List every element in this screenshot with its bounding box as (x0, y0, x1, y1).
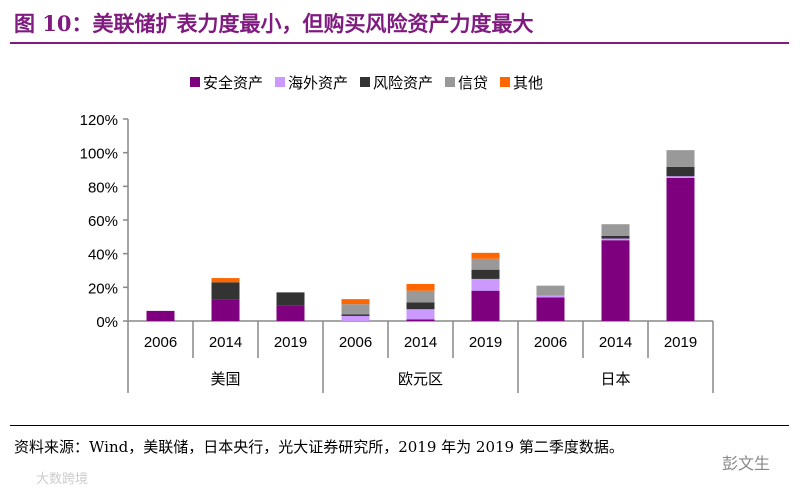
bar-segment (406, 302, 435, 310)
bar-segment (536, 285, 565, 296)
legend-swatch (360, 77, 370, 87)
watermark: 大数跨境 (36, 472, 89, 487)
bar-segment (536, 297, 565, 321)
stacked-bar-chart: 0% 20% 40% 60% 80% 100% 120% 2006 2014 2019 美国 2006… (80, 74, 714, 393)
category-label: 2014 (209, 334, 242, 351)
bar-segment (666, 166, 695, 177)
bar-segment (601, 235, 630, 239)
bar-segment (406, 290, 435, 303)
figure-title: 图 10：美联储扩表力度最小，但购买风险资产力度最大 (14, 11, 534, 36)
y-tick-label: 120% (80, 112, 118, 129)
category-label: 2006 (144, 334, 177, 351)
bar-segment (666, 177, 695, 321)
legend-swatch (500, 77, 510, 87)
bar-segment (341, 299, 370, 305)
bar-segment (666, 176, 695, 178)
category-label: 2019 (274, 334, 307, 351)
y-tick-label: 20% (88, 280, 118, 297)
bar-segment (406, 319, 435, 321)
y-tick-label: 80% (88, 179, 118, 196)
legend-label: 安全资产 (203, 74, 263, 92)
bar-segment (146, 310, 175, 321)
source-divider (10, 425, 789, 426)
bar-segment (406, 283, 435, 291)
bar-segment (276, 292, 305, 306)
group-label: 美国 (210, 370, 240, 388)
group-label: 日本 (600, 370, 630, 388)
bar-segment (471, 278, 500, 291)
legend-label: 海外资产 (288, 74, 348, 92)
legend-label: 其他 (513, 74, 543, 92)
legend-swatch (445, 77, 455, 87)
bar-segment (341, 304, 370, 315)
bar-segment (471, 258, 500, 270)
legend-label: 风险资产 (373, 74, 433, 92)
bar-segment (211, 299, 240, 321)
y-tick-label: 100% (80, 146, 118, 163)
bar-segment (471, 290, 500, 321)
category-label: 2006 (339, 334, 372, 351)
bar-segment (211, 282, 240, 300)
watermark-wechat: 彭文生 (722, 454, 771, 473)
title-divider (10, 42, 789, 44)
bar-segment (471, 252, 500, 259)
legend-swatch (275, 77, 285, 87)
bar-segment (601, 238, 630, 241)
y-tick-label: 40% (88, 247, 118, 264)
category-label: 2014 (599, 334, 632, 351)
group-label: 欧元区 (398, 370, 443, 388)
bar-segment (276, 305, 305, 321)
bar-segment (406, 309, 435, 320)
category-label: 2019 (469, 334, 502, 351)
y-tick-label: 60% (88, 213, 118, 230)
category-label: 2014 (404, 334, 437, 351)
category-label: 2006 (534, 334, 567, 351)
bar-segment (666, 150, 695, 167)
source-note: 资料来源：Wind，美联储，日本央行，光大证券研究所，2019 年为 2019 … (14, 438, 624, 456)
bar-segment (536, 295, 565, 298)
bar-segment (471, 269, 500, 279)
legend-label: 信贷 (458, 74, 488, 92)
bar-segment (211, 278, 240, 283)
legend-swatch (190, 77, 200, 87)
bar-segment (601, 224, 630, 236)
bar-segment (601, 240, 630, 321)
category-label: 2019 (664, 334, 697, 351)
bar-segment (341, 315, 370, 321)
bar-segment (341, 314, 370, 316)
y-tick-label: 0% (96, 314, 118, 331)
